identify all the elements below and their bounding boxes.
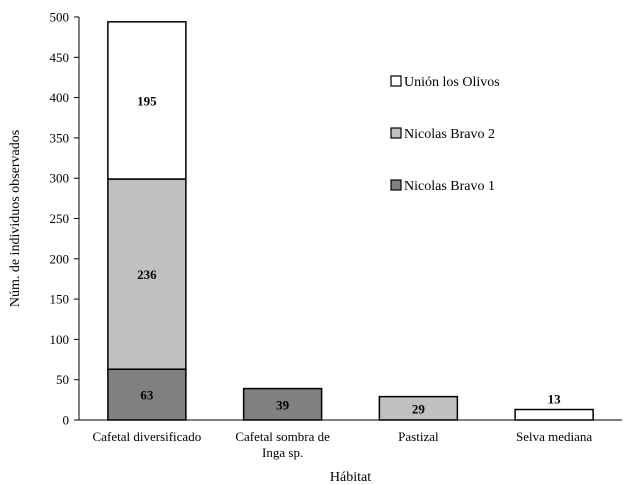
legend-swatch	[390, 179, 402, 191]
bar-value-label: 29	[412, 401, 426, 416]
bar-segment	[107, 368, 187, 421]
bar-value-label: 195	[137, 93, 157, 108]
y-axis: 0 50 100 150 200 250 300 350 400 450 500	[50, 10, 80, 428]
y-tick-label: 450	[50, 50, 70, 65]
y-tick-label: 100	[50, 332, 70, 347]
bar-segment	[242, 387, 323, 421]
bar-segment	[514, 408, 594, 421]
legend: Unión los Olivos Nicolas Bravo 2 Nicolas B…	[390, 75, 500, 194]
y-tick-label: 350	[50, 130, 70, 145]
y-tick-label: 150	[50, 292, 70, 307]
x-category-label: Cafetal diversificado	[93, 429, 202, 444]
legend-label: Nicolas Bravo 1	[404, 179, 495, 194]
bar-segment	[107, 21, 187, 180]
bar-value-label: 39	[276, 397, 290, 412]
y-tick-label: 300	[50, 171, 70, 186]
legend-label: Unión los Olivos	[404, 75, 500, 90]
legend-label: Nicolas Bravo 2	[404, 127, 495, 142]
bars: 63 236 195 39 29 13	[107, 21, 594, 421]
y-axis-title: Núm. de individuos observados	[8, 130, 23, 307]
bar-value-label: 63	[140, 388, 154, 403]
y-tick-label: 0	[63, 413, 70, 428]
legend-swatch	[390, 127, 402, 139]
y-tick-label: 400	[50, 90, 70, 105]
y-tick-label: 50	[56, 372, 69, 387]
x-axis-title: Hábitat	[330, 470, 371, 485]
x-category-label: Pastizal	[398, 429, 439, 444]
bar-value-label: 236	[137, 267, 157, 282]
y-tick-label: 500	[50, 10, 70, 25]
x-axis: Cafetal diversificado Cafetal sombra de In…	[79, 419, 622, 460]
bar-value-label: 13	[548, 392, 562, 407]
y-tick-label: 250	[50, 211, 70, 226]
x-category-label: Selva mediana	[516, 429, 592, 444]
y-tick-label: 200	[50, 251, 70, 266]
x-category-label: Cafetal sombra de Inga sp.	[235, 429, 330, 460]
legend-swatch	[390, 75, 402, 87]
